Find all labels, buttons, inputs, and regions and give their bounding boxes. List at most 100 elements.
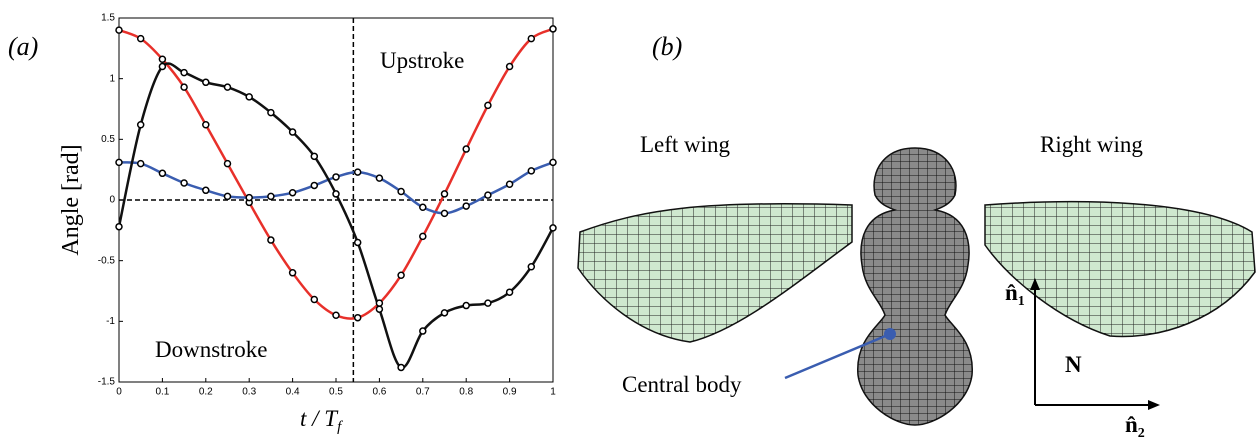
marker xyxy=(245,93,253,101)
marker xyxy=(288,128,297,136)
y-tick-label: 0.5 xyxy=(101,134,115,145)
marker xyxy=(440,190,449,198)
axis1-label: n̂1 xyxy=(1005,280,1025,309)
x-tick-label: 0.5 xyxy=(329,387,343,398)
x-axis-label: t / Tf xyxy=(300,406,343,435)
marker xyxy=(419,327,427,335)
marker xyxy=(462,202,470,210)
marker xyxy=(397,271,405,279)
x-tick-label: 0.3 xyxy=(242,387,256,398)
leader-dot xyxy=(884,328,896,340)
marker xyxy=(462,145,470,153)
panel-label: (b) xyxy=(652,32,682,61)
marker xyxy=(484,299,492,307)
marker xyxy=(527,34,536,43)
marker xyxy=(549,224,557,232)
x-tick-label: 0.6 xyxy=(372,387,386,398)
annotation: Downstroke xyxy=(155,337,267,362)
marker xyxy=(375,174,384,182)
diagram-b: (b) Left wing Right wing Central body N … xyxy=(577,32,1256,441)
y-tick-label: 0 xyxy=(109,195,115,206)
marker xyxy=(223,192,232,201)
axis1-symbol: n̂ xyxy=(1005,280,1018,305)
y-tick-label: -1.5 xyxy=(98,377,116,388)
marker xyxy=(397,363,405,372)
annotation: Upstroke xyxy=(380,48,464,73)
marker xyxy=(158,62,167,71)
marker xyxy=(136,121,145,129)
marker xyxy=(223,83,232,91)
axis1-sub: 1 xyxy=(1018,294,1025,309)
marker xyxy=(549,158,557,167)
marker xyxy=(527,262,536,271)
frame-label: N xyxy=(1065,352,1082,377)
y-tick-label: -0.5 xyxy=(98,255,116,266)
y-tick-label: 1 xyxy=(109,73,115,84)
x-tick-label: 0.9 xyxy=(503,387,517,398)
marker xyxy=(419,232,427,241)
leader-line xyxy=(784,332,891,380)
marker xyxy=(505,288,514,296)
marker xyxy=(419,203,427,212)
marker xyxy=(375,299,384,307)
marker xyxy=(267,236,275,244)
x-tick-label: 0.1 xyxy=(155,387,169,398)
x-tick-label: 0.8 xyxy=(459,387,473,398)
marker xyxy=(267,192,275,201)
marker xyxy=(310,295,319,304)
marker xyxy=(484,101,492,110)
x-tick-label: 0.7 xyxy=(416,387,430,398)
marker xyxy=(202,78,210,87)
marker xyxy=(180,83,188,91)
x-axis-label-sub: f xyxy=(337,419,343,435)
x-tick-label: 0.2 xyxy=(199,387,213,398)
panel-label: (a) xyxy=(8,32,38,61)
marker xyxy=(115,158,123,167)
marker xyxy=(353,168,362,176)
marker xyxy=(440,309,449,317)
marker xyxy=(310,181,319,190)
marker xyxy=(158,55,167,64)
marker xyxy=(202,121,210,129)
marker xyxy=(288,188,297,197)
marker xyxy=(527,167,536,175)
y-tick-label: -1 xyxy=(106,316,115,327)
left-wing-label: Left wing xyxy=(640,132,731,157)
series-line xyxy=(118,161,554,215)
marker xyxy=(223,159,232,168)
chart-a: -1.5 -1 -0.5 0 0.5 1 1.5 0 0.1 0.2 0.3 0.4 0.5 0.6 0.7… xyxy=(8,13,557,435)
marker xyxy=(115,222,123,231)
left-wing xyxy=(577,202,853,343)
right-wing-label: Right wing xyxy=(1040,132,1143,157)
marker xyxy=(397,187,405,196)
x-tick-label: 1 xyxy=(550,387,556,398)
marker xyxy=(288,269,297,277)
x-axis-label-main: t / T xyxy=(300,406,339,431)
axis2-label: n̂2 xyxy=(1125,412,1145,441)
body-label: Central body xyxy=(622,372,742,397)
marker xyxy=(505,180,514,188)
marker xyxy=(332,190,340,198)
marker xyxy=(440,209,449,218)
marker xyxy=(267,108,275,117)
central-body xyxy=(857,147,973,426)
frame-axes xyxy=(1034,285,1153,406)
x-tick-label: 0 xyxy=(116,387,122,398)
right-wing xyxy=(984,200,1256,338)
marker xyxy=(202,186,210,195)
marker xyxy=(353,313,362,322)
marker xyxy=(332,173,340,181)
marker xyxy=(136,159,145,168)
marker xyxy=(158,169,167,178)
marker xyxy=(115,26,123,34)
marker xyxy=(353,238,362,247)
marker xyxy=(332,311,340,320)
y-axis-label: Angle [rad] xyxy=(58,144,84,255)
axis2-symbol: n̂ xyxy=(1125,412,1138,437)
marker xyxy=(549,25,557,33)
y-tick-label: 1.5 xyxy=(101,13,115,24)
x-tick-label: 0.4 xyxy=(286,387,300,398)
marker xyxy=(484,191,492,199)
marker xyxy=(375,305,384,313)
